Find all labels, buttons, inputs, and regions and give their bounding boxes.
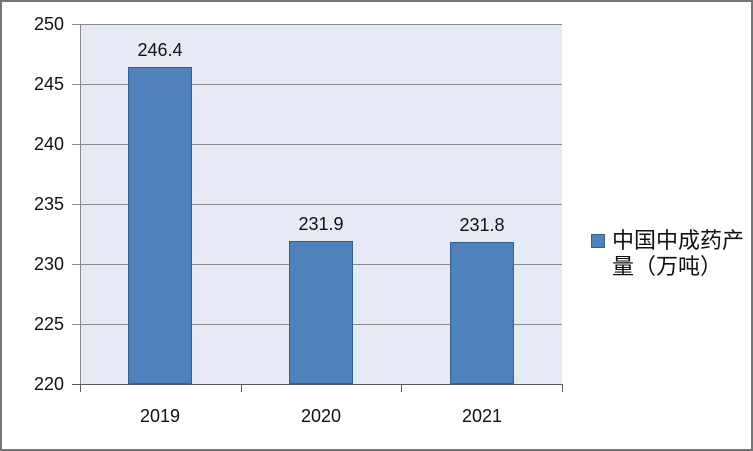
y-axis-tick: [72, 84, 80, 85]
gridline: [80, 144, 562, 145]
y-axis-tick-label: 240: [33, 134, 64, 154]
y-axis-tick-label: 225: [33, 314, 64, 334]
gridline: [80, 84, 562, 85]
y-axis-tick-label: 230: [33, 254, 64, 274]
x-axis-tick-label-2019: 2019: [139, 406, 181, 426]
y-axis-tick: [72, 324, 80, 325]
x-axis-tick-label-2021: 2021: [461, 406, 503, 426]
bar-2019: [128, 67, 192, 384]
gridline: [80, 204, 562, 205]
y-axis-line: [80, 24, 81, 384]
legend-label: 中国中成药产量（万吨）: [612, 228, 745, 279]
legend: 中国中成药产量（万吨）: [591, 228, 748, 280]
value-label-2021: 231.8: [459, 215, 505, 235]
gridline: [80, 24, 562, 25]
legend-swatch-icon: [591, 234, 605, 248]
y-axis-tick: [72, 144, 80, 145]
x-axis-tick: [401, 384, 402, 392]
x-axis-tick: [241, 384, 242, 392]
y-axis-tick-label: 220: [33, 374, 64, 394]
x-axis-tick-label-2020: 2020: [300, 406, 342, 426]
y-axis-tick: [72, 204, 80, 205]
y-axis-tick: [72, 264, 80, 265]
x-axis-tick: [562, 384, 563, 392]
value-label-2019: 246.4: [137, 40, 183, 60]
x-axis-line: [72, 384, 562, 385]
y-axis-tick: [72, 24, 80, 25]
y-axis-tick-label: 245: [33, 74, 64, 94]
value-label-2020: 231.9: [298, 214, 344, 234]
bar-2021: [450, 242, 514, 384]
bar-2020: [289, 241, 353, 384]
y-axis-tick-label: 235: [33, 194, 64, 214]
y-axis-tick-label: 250: [33, 14, 64, 34]
x-axis-tick: [80, 384, 81, 392]
